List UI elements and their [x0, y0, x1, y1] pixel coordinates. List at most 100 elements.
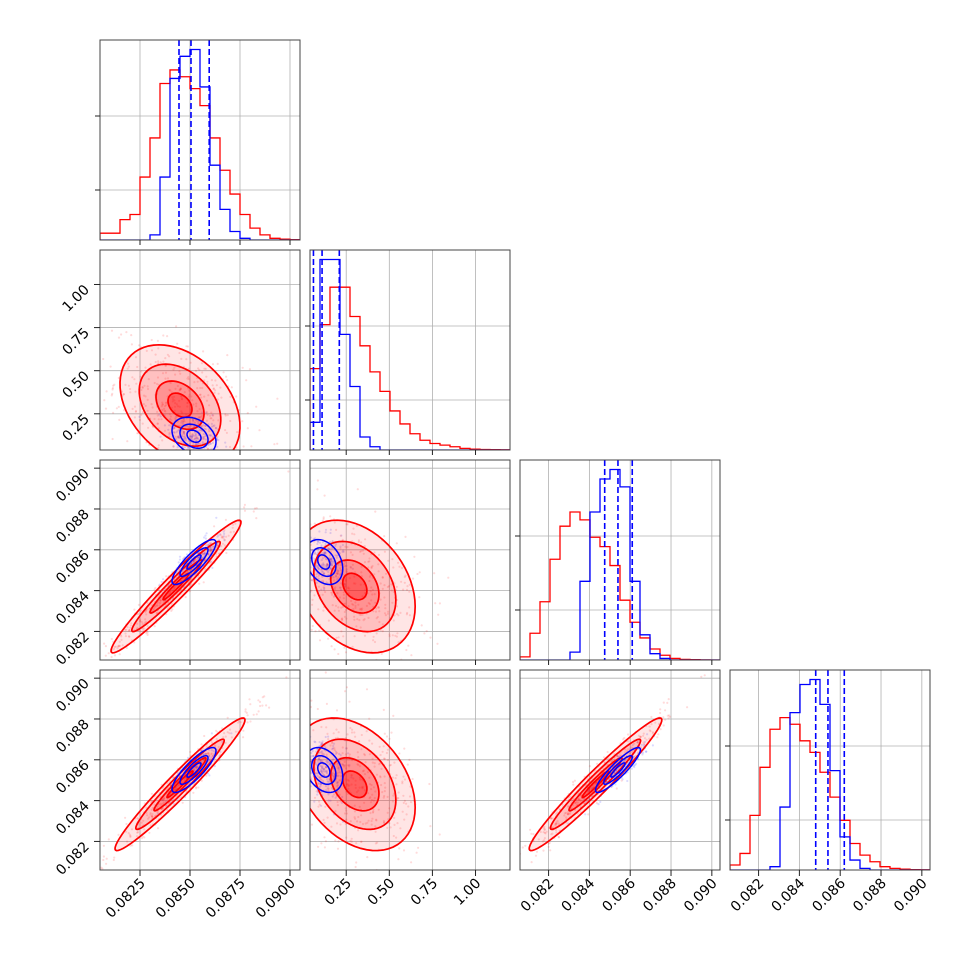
scatter-point: [375, 617, 378, 620]
scatter-point: [196, 410, 199, 413]
scatter-point: [175, 325, 178, 328]
scatter-point: [353, 575, 356, 578]
scatter-point: [643, 737, 647, 740]
scatter-point: [156, 602, 159, 605]
scatter-point: [396, 822, 399, 825]
scatter-point: [128, 629, 131, 632]
scatter-point: [242, 729, 245, 732]
scatter-point: [186, 345, 189, 348]
red-density-fill: [139, 364, 221, 447]
scatter-point: [127, 384, 130, 387]
scatter-point: [169, 590, 172, 594]
scatter-point: [145, 613, 148, 616]
red-histogram-0: [100, 69, 300, 240]
scatter-point: [345, 571, 349, 574]
scatter-point: [360, 541, 363, 544]
scatter-point: [222, 371, 225, 374]
scatter-point: [310, 579, 314, 582]
scatter-point: [595, 802, 599, 805]
scatter-point: [657, 733, 660, 736]
histogram-panel-2: [515, 459, 721, 661]
scatter-point: [368, 783, 372, 786]
scatter-point: [198, 454, 200, 456]
scatter-point: [140, 388, 143, 391]
red-contour: [528, 717, 663, 852]
scatter-point: [182, 420, 185, 424]
scatter-point: [386, 748, 389, 751]
scatter-point: [168, 424, 171, 427]
scatter-point: [190, 568, 193, 571]
scatter-point: [113, 647, 116, 651]
scatter-point: [383, 782, 386, 785]
scatter-point: [370, 798, 373, 802]
scatter-point: [183, 437, 186, 440]
scatter-point: [323, 821, 326, 824]
joint-panel-3-1: [275, 669, 511, 871]
scatter-point: [221, 542, 225, 545]
scatter-point: [133, 405, 137, 408]
scatter-point: [324, 769, 327, 773]
scatter-point: [162, 334, 165, 337]
scatter-point: [181, 434, 184, 438]
scatter-point: [192, 434, 195, 437]
scatter-point: [358, 740, 361, 743]
scatter-point: [261, 704, 264, 707]
scatter-point: [239, 721, 242, 724]
scatter-point: [381, 576, 384, 579]
scatter-point: [310, 628, 313, 632]
blue-histogram-1: [310, 258, 510, 450]
scatter-point: [573, 779, 577, 782]
scatter-point: [183, 778, 186, 781]
scatter-point: [97, 374, 99, 376]
scatter-point: [337, 768, 340, 771]
scatter-point: [643, 742, 646, 746]
blue-contour: [171, 746, 217, 794]
scatter-point: [336, 774, 339, 778]
scatter-point: [425, 630, 428, 633]
scatter-point: [150, 815, 153, 818]
scatter-point: [529, 828, 532, 831]
scatter-point: [356, 488, 359, 491]
scatter-point: [334, 750, 337, 753]
scatter-point: [572, 780, 575, 784]
y-tick-label: 0.090: [53, 676, 93, 716]
scatter-point: [153, 625, 156, 628]
scatter-point: [330, 645, 333, 648]
scatter-point: [630, 746, 633, 749]
scatter-point: [344, 609, 347, 612]
scatter-point: [344, 579, 347, 583]
scatter-point: [354, 786, 357, 790]
scatter-point: [429, 636, 432, 639]
scatter-point: [143, 627, 146, 630]
scatter-point: [317, 782, 320, 785]
red-contour: [166, 770, 194, 799]
scatter-point: [287, 547, 289, 549]
scatter-point: [255, 713, 258, 716]
scatter-point: [375, 773, 379, 776]
scatter-point: [275, 806, 277, 808]
scatter-point: [197, 556, 200, 560]
scatter-point: [208, 758, 211, 761]
scatter-point: [71, 889, 73, 891]
scatter-point: [577, 798, 580, 801]
scatter-point: [344, 778, 347, 781]
scatter-point: [397, 858, 400, 861]
x-tick-label: 0.088: [640, 876, 680, 916]
scatter-point: [237, 720, 241, 723]
scatter-point: [418, 571, 421, 574]
scatter-point: [330, 562, 333, 565]
scatter-point: [433, 572, 436, 575]
red-density-fill: [163, 573, 189, 600]
scatter-point: [156, 382, 159, 386]
scatter-point: [403, 575, 406, 579]
scatter-point: [161, 408, 164, 412]
scatter-point: [364, 822, 367, 825]
scatter-point: [316, 707, 319, 711]
scatter-point: [98, 402, 100, 404]
scatter-point: [343, 610, 346, 614]
scatter-point: [334, 574, 338, 577]
scatter-point: [564, 811, 568, 815]
scatter-point: [178, 389, 181, 392]
scatter-point: [103, 399, 106, 402]
scatter-point: [312, 754, 315, 758]
